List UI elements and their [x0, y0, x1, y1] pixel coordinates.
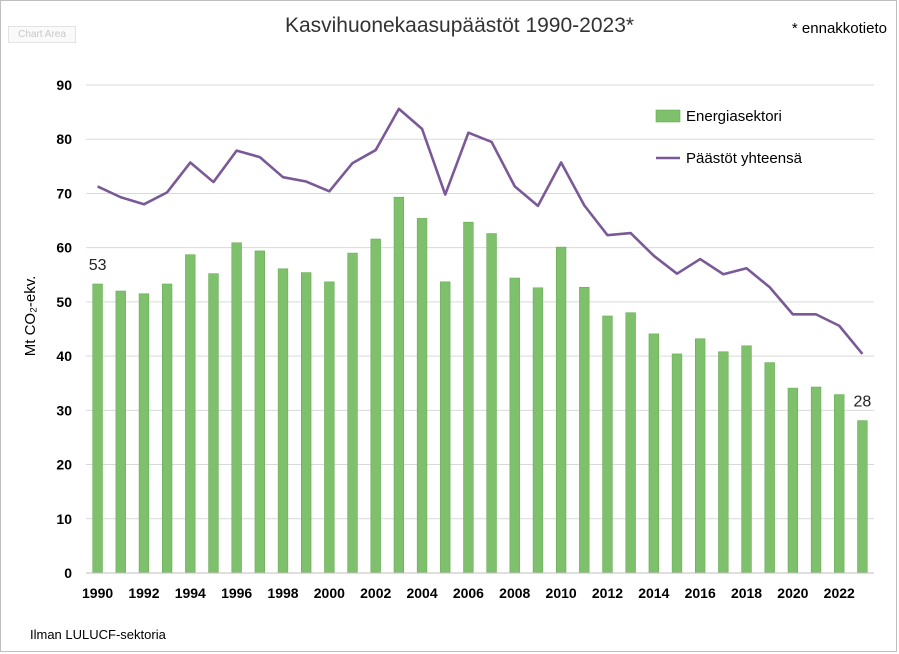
bar-energiasektori	[787, 387, 799, 574]
footnote: Ilman LULUCF-sektoria	[30, 627, 166, 642]
y-tick-label: 70	[56, 185, 72, 201]
x-tick-label: 1994	[175, 585, 206, 601]
bar-energiasektori	[579, 286, 590, 574]
legend[interactable]: Energiasektori Päästöt yhteensä	[655, 108, 803, 167]
y-tick-label: 50	[56, 294, 72, 310]
x-tick-label: 2018	[731, 585, 762, 601]
legend-label-paastot-yhteensa: Päästöt yhteensä	[686, 150, 803, 167]
x-tick-label: 2008	[499, 585, 530, 601]
bar-energiasektori	[486, 233, 497, 574]
x-tick-label: 2002	[360, 585, 391, 601]
x-tick-label: 2006	[453, 585, 484, 601]
chart-area-tooltip: Chart Area	[8, 26, 76, 43]
y-tick-label: 30	[56, 402, 72, 418]
bar-series	[92, 196, 868, 574]
data-labels: 53 28	[89, 257, 872, 411]
x-tick-label: 2016	[685, 585, 716, 601]
x-tick-label: 1996	[221, 585, 252, 601]
bar-energiasektori	[764, 362, 775, 574]
y-tick-label: 40	[56, 348, 72, 364]
bar-energiasektori	[718, 351, 729, 574]
x-tick-label: 2004	[406, 585, 437, 601]
bar-energiasektori	[857, 420, 868, 574]
bar-energiasektori	[741, 345, 752, 574]
axes: 0 10 20 30 40 50 60 70 80 90 1990 1992 1994 1996 1998 2…	[56, 77, 874, 601]
y-tick-label: 90	[56, 77, 72, 93]
bar-energiasektori	[393, 196, 405, 574]
y-tick-label: 0	[64, 565, 72, 581]
bar-energiasektori	[185, 254, 196, 574]
chart-title: Kasvihuonekaasupäästöt 1990-2023*	[284, 14, 635, 37]
x-tick-label: 1992	[128, 585, 159, 601]
bar-energiasektori	[277, 268, 289, 574]
x-tick-label: 2020	[777, 585, 808, 601]
bar-data-label: 53	[89, 257, 107, 274]
x-tick-label: 1998	[267, 585, 298, 601]
x-tick-label: 2010	[546, 585, 577, 601]
bar-energiasektori	[648, 333, 659, 574]
bar-energiasektori	[695, 338, 706, 574]
legend-swatch-energiasektori	[655, 109, 681, 123]
bar-energiasektori	[810, 386, 822, 574]
y-tick-label: 60	[56, 240, 72, 256]
y-tick-label: 10	[56, 511, 72, 527]
x-tick-label: 2014	[638, 585, 669, 601]
bar-energiasektori	[115, 290, 126, 574]
bar-energiasektori	[301, 272, 312, 574]
bar-energiasektori	[509, 277, 520, 574]
bar-data-label: 28	[854, 394, 872, 411]
bar-energiasektori	[324, 281, 335, 574]
bar-energiasektori	[671, 353, 683, 574]
bar-energiasektori	[347, 252, 358, 574]
bar-energiasektori	[92, 283, 103, 574]
bar-energiasektori	[370, 238, 381, 574]
x-tick-label: 2000	[314, 585, 345, 601]
bar-energiasektori	[416, 218, 428, 574]
bar-energiasektori	[254, 250, 265, 574]
line-paastot-yhteensa	[97, 107, 864, 355]
bar-energiasektori	[231, 242, 242, 574]
bar-energiasektori	[834, 394, 845, 574]
bar-energiasektori	[208, 273, 219, 574]
bar-energiasektori	[463, 221, 474, 574]
line-series	[97, 107, 864, 355]
y-tick-label: 20	[56, 457, 72, 473]
legend-label-energiasektori: Energiasektori	[686, 108, 782, 125]
y-axis-label: Mt CO₂-ekv.	[22, 276, 39, 357]
bar-energiasektori	[602, 315, 613, 574]
x-tick-label: 2012	[592, 585, 623, 601]
x-tick-label: 2022	[824, 585, 855, 601]
x-tick-label: 1990	[82, 585, 113, 601]
bar-energiasektori	[625, 312, 636, 574]
bar-energiasektori	[138, 293, 150, 574]
preliminary-note: * ennakkotieto	[791, 20, 887, 37]
bar-energiasektori	[161, 283, 173, 574]
y-tick-label: 80	[56, 131, 72, 147]
bar-energiasektori	[532, 287, 544, 574]
bar-energiasektori	[440, 281, 451, 574]
bar-energiasektori	[555, 246, 567, 574]
